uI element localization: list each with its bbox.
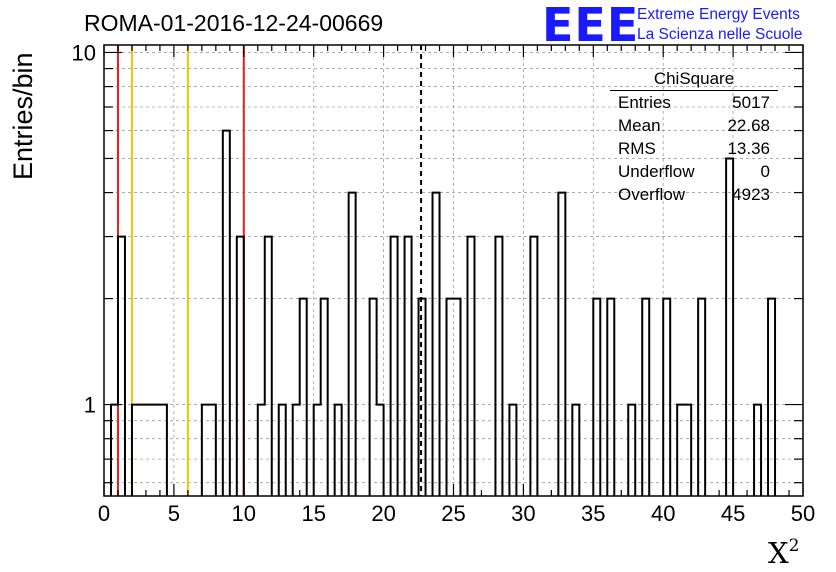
- stats-value: 13.36: [727, 139, 770, 158]
- histogram-bin: [726, 158, 733, 496]
- histogram-bin: [314, 405, 321, 496]
- histogram-bin: [132, 405, 139, 496]
- histogram-bin: [642, 299, 649, 496]
- y-tick-label: 1: [84, 393, 96, 418]
- x-tick-label: 40: [651, 501, 675, 526]
- histogram-bin: [684, 405, 691, 496]
- histogram-bin: [558, 193, 565, 496]
- histogram-bin: [607, 299, 614, 496]
- x-tick-label: 45: [721, 501, 745, 526]
- histogram-bin: [495, 237, 502, 496]
- x-tick-label: 35: [581, 501, 605, 526]
- histogram-bin: [628, 405, 635, 496]
- x-tick-label: 50: [791, 501, 815, 526]
- stats-row: Entries 5017: [608, 91, 778, 114]
- histogram-bin: [391, 237, 398, 496]
- y-tick-label: 10: [72, 40, 96, 65]
- histogram-bin: [768, 299, 775, 496]
- histogram-bin: [321, 299, 328, 496]
- x-tick-label: 25: [441, 501, 465, 526]
- histogram-bin: [454, 299, 461, 496]
- stats-value: 0: [760, 162, 770, 181]
- histogram-bin: [447, 299, 454, 496]
- histogram-bin: [509, 405, 516, 496]
- x-tick-label: 20: [371, 501, 395, 526]
- histogram-bin: [663, 299, 670, 496]
- stats-title: ChiSquare: [610, 68, 778, 91]
- histogram-bin: [300, 299, 307, 496]
- histogram-bin: [223, 131, 230, 496]
- histogram-bin: [433, 193, 440, 496]
- stats-row: Overflow 4923: [608, 183, 778, 206]
- eee-logo: EEE: [542, 0, 640, 52]
- histogram-bin: [593, 299, 600, 496]
- histogram-bin: [335, 405, 342, 496]
- stats-row: RMS 13.36: [608, 137, 778, 160]
- histogram-outline: [109, 129, 777, 496]
- x-tick-label: 30: [511, 501, 535, 526]
- x-tick-label: 15: [301, 501, 325, 526]
- histogram-bin: [265, 237, 272, 496]
- stats-value: 5017: [732, 93, 770, 112]
- logo-caption: Extreme Energy Events La Scienza nelle S…: [637, 5, 802, 45]
- histogram-bin: [293, 405, 300, 496]
- logo-caption-line2: La Scienza nelle Scuole: [637, 26, 803, 43]
- histogram-bin: [279, 405, 286, 496]
- histogram-bin: [237, 237, 244, 496]
- x-tick-label: 0: [98, 501, 110, 526]
- histogram-bin: [530, 237, 537, 496]
- chart-title: ROMA-01-2016-12-24-00669: [84, 10, 384, 36]
- histogram-bin: [677, 405, 684, 496]
- histogram-bin: [377, 405, 384, 496]
- histogram-bin: [258, 405, 265, 496]
- stats-value: 4923: [732, 185, 770, 204]
- histogram-bin: [754, 405, 761, 496]
- x-tick-label: 10: [232, 501, 256, 526]
- histogram-bin: [349, 193, 356, 496]
- x-tick-label: 5: [168, 501, 180, 526]
- stats-value: 22.68: [727, 116, 770, 135]
- x-axis-label: X2: [768, 536, 800, 570]
- histogram-bin: [118, 237, 125, 496]
- histogram-bin: [419, 299, 426, 496]
- histogram-bin: [153, 405, 160, 496]
- histogram-bin: [209, 405, 216, 496]
- histogram-bin: [202, 405, 209, 496]
- stats-label: Overflow: [618, 185, 686, 204]
- stats-label: Mean: [618, 116, 661, 135]
- stats-row: Mean 22.68: [608, 114, 778, 137]
- stats-label: RMS: [618, 139, 656, 158]
- histogram-bin: [160, 405, 167, 496]
- histogram-bin: [370, 299, 377, 496]
- stats-row: Underflow 0: [608, 160, 778, 183]
- histogram-bin: [139, 405, 146, 496]
- histogram-bin: [698, 299, 705, 496]
- histogram-bin: [467, 237, 474, 496]
- stats-box: ChiSquare Entries 5017 Mean 22.68 RMS 13.36 Un…: [608, 68, 778, 206]
- stats-label: Entries: [618, 93, 671, 112]
- logo-caption-line1: Extreme Energy Events: [637, 6, 800, 23]
- histogram-bin: [146, 405, 153, 496]
- histogram-bin: [405, 237, 412, 496]
- stats-label: Underflow: [618, 162, 695, 181]
- histogram-bin: [572, 405, 579, 496]
